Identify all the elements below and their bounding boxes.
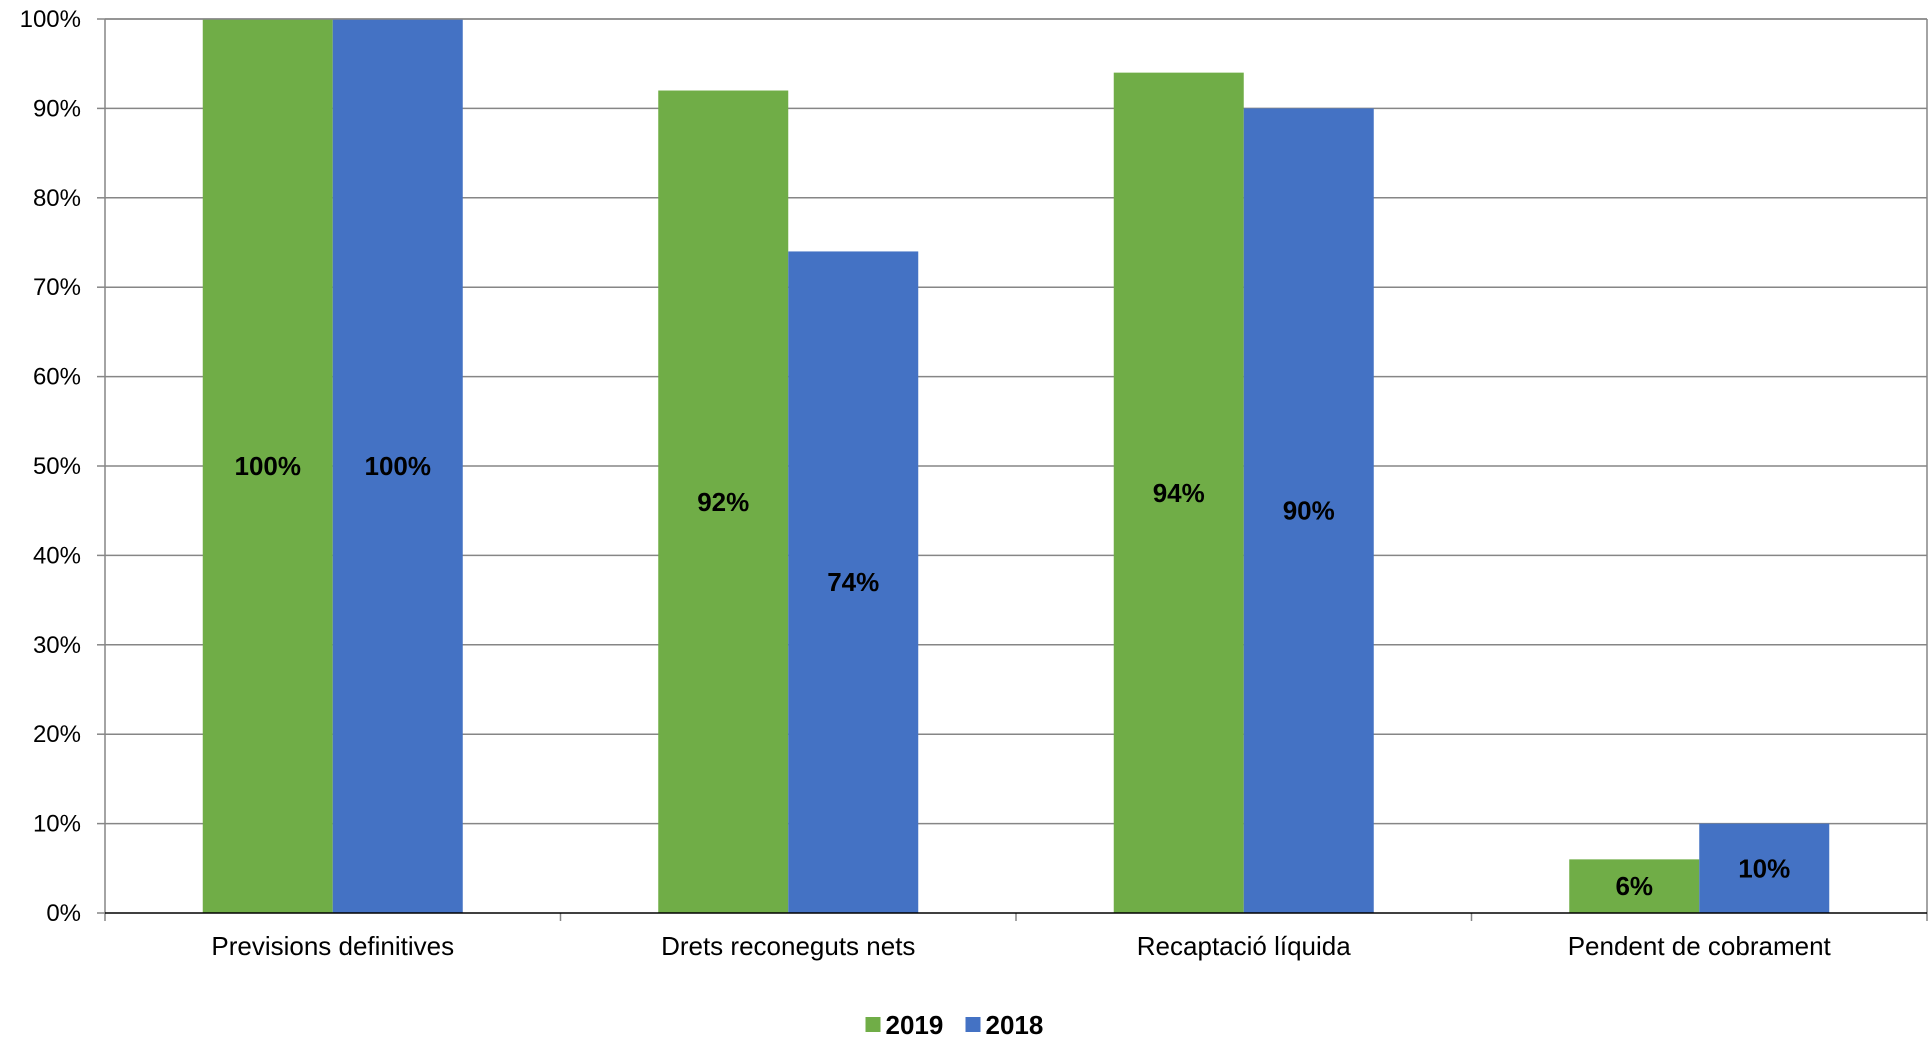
legend-swatch-2018: [965, 1017, 981, 1032]
x-category-label: Recaptació líquida: [1137, 931, 1351, 961]
legend: 2019 2018: [865, 1010, 1044, 1040]
data-label: 90%: [1283, 496, 1335, 526]
bars: [202, 19, 1830, 913]
y-tick-label: 10%: [33, 811, 81, 838]
legend-label: 2018: [986, 1010, 1044, 1040]
bar-2018-2: [1243, 108, 1374, 913]
data-label: 94%: [1153, 478, 1205, 508]
data-label: 74%: [827, 567, 879, 597]
bar-2018-1: [788, 251, 919, 913]
labels: 0% 10% 20% 30% 40% 50% 60% 70% 80% 90% 100% 100% 100…: [20, 6, 1832, 961]
data-label: 100%: [365, 451, 432, 481]
bar-2019-0: [202, 19, 333, 913]
y-tick-label: 100%: [20, 6, 81, 33]
bar-2019-3: [1569, 859, 1700, 913]
y-tick-label: 60%: [33, 364, 81, 391]
data-label: 10%: [1738, 853, 1790, 883]
y-tick-label: 80%: [33, 185, 81, 212]
y-tick-label: 0%: [46, 900, 81, 927]
bar-2019-2: [1113, 72, 1244, 913]
data-label: 100%: [235, 451, 302, 481]
y-tick-label: 90%: [33, 95, 81, 122]
legend-swatch-2019: [865, 1017, 881, 1032]
bar-2018-0: [332, 19, 463, 913]
x-category-label: Drets reconeguts nets: [661, 931, 915, 961]
y-tick-label: 20%: [33, 721, 81, 748]
x-category-label: Previsions definitives: [211, 931, 454, 961]
legend-label: 2019: [886, 1010, 944, 1040]
y-tick-label: 40%: [33, 542, 81, 569]
data-label: 92%: [697, 487, 749, 517]
data-label: 6%: [1615, 871, 1653, 901]
y-tick-label: 50%: [33, 453, 81, 480]
bar-2018-3: [1699, 823, 1830, 913]
y-tick-label: 30%: [33, 632, 81, 659]
x-category-label: Pendent de cobrament: [1568, 931, 1832, 961]
axes: [97, 18, 1928, 921]
bar-2019-1: [658, 90, 789, 913]
y-tick-label: 70%: [33, 274, 81, 301]
